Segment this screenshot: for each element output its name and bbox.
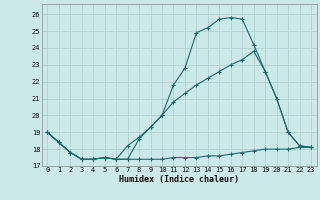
X-axis label: Humidex (Indice chaleur): Humidex (Indice chaleur) xyxy=(119,175,239,184)
